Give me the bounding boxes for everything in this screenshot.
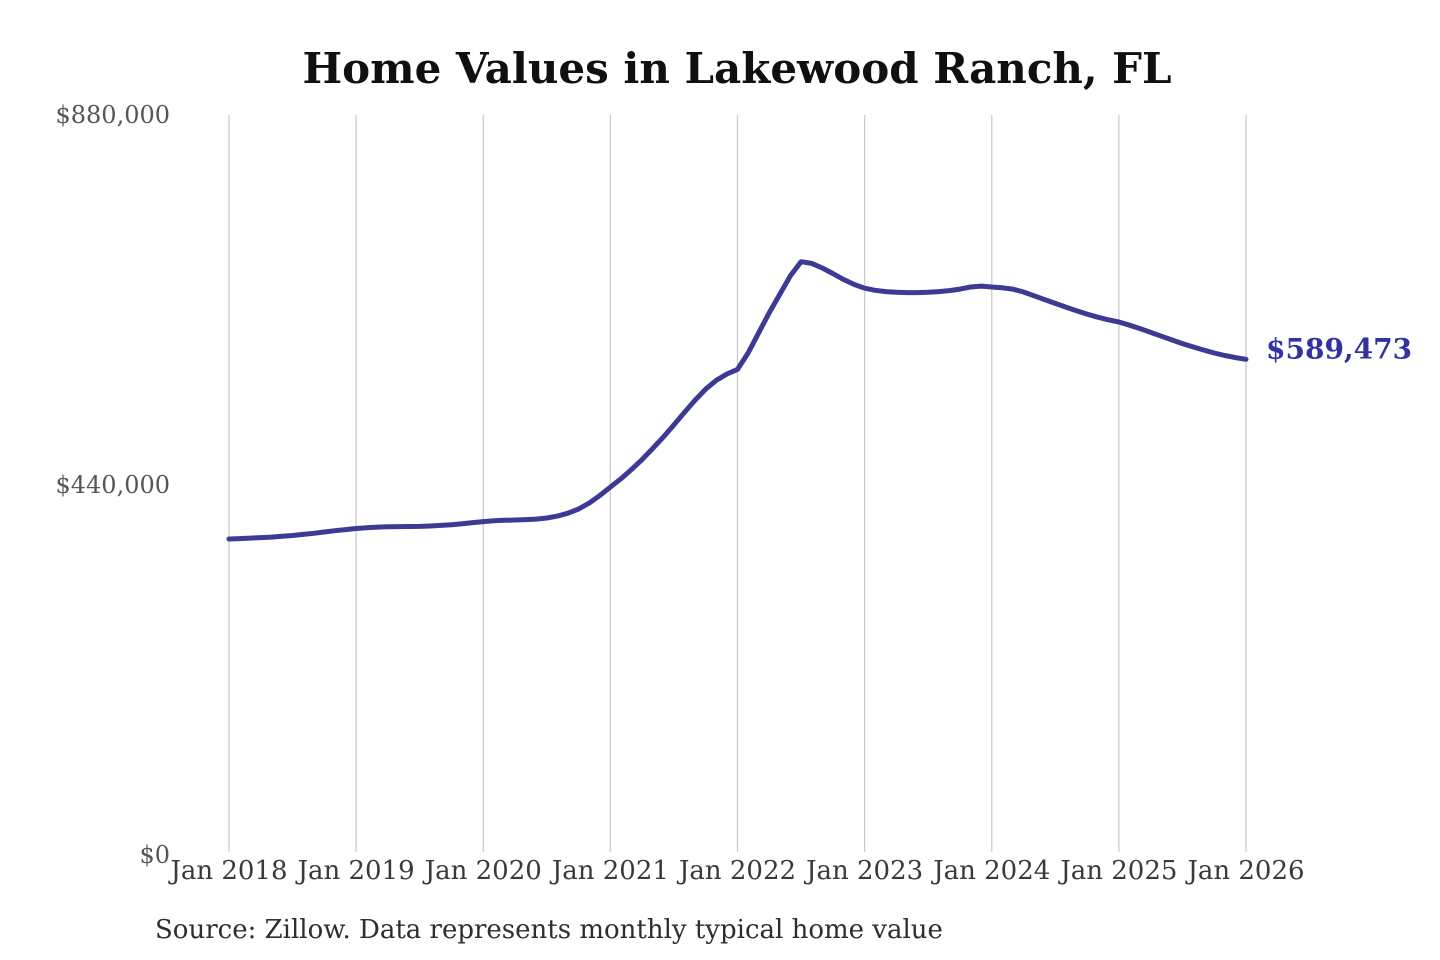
x-tick-label: Jan 2018 <box>170 856 288 886</box>
x-tick-label: Jan 2020 <box>424 856 542 886</box>
x-tick-label: Jan 2024 <box>933 856 1051 886</box>
x-tick-label: Jan 2025 <box>1060 856 1178 886</box>
x-tick-label: Jan 2021 <box>551 856 669 886</box>
x-tick-label: Jan 2019 <box>297 856 415 886</box>
home-value-line <box>226 259 1249 542</box>
x-tick-label: Jan 2026 <box>1187 856 1305 886</box>
chart-title: Home Values in Lakewood Ranch, FL <box>302 44 1172 93</box>
x-tick-label: Jan 2022 <box>678 856 797 886</box>
x-tick-label: Jan 2023 <box>806 856 924 886</box>
y-tick-label-880000: $880,000 <box>55 101 170 129</box>
latest-value-label: $589,473 <box>1266 332 1413 366</box>
source-note: Source: Zillow. Data represents monthly … <box>155 915 943 945</box>
y-tick-label-440000: $440,000 <box>55 471 170 499</box>
y-tick-label-0: $0 <box>139 841 170 869</box>
